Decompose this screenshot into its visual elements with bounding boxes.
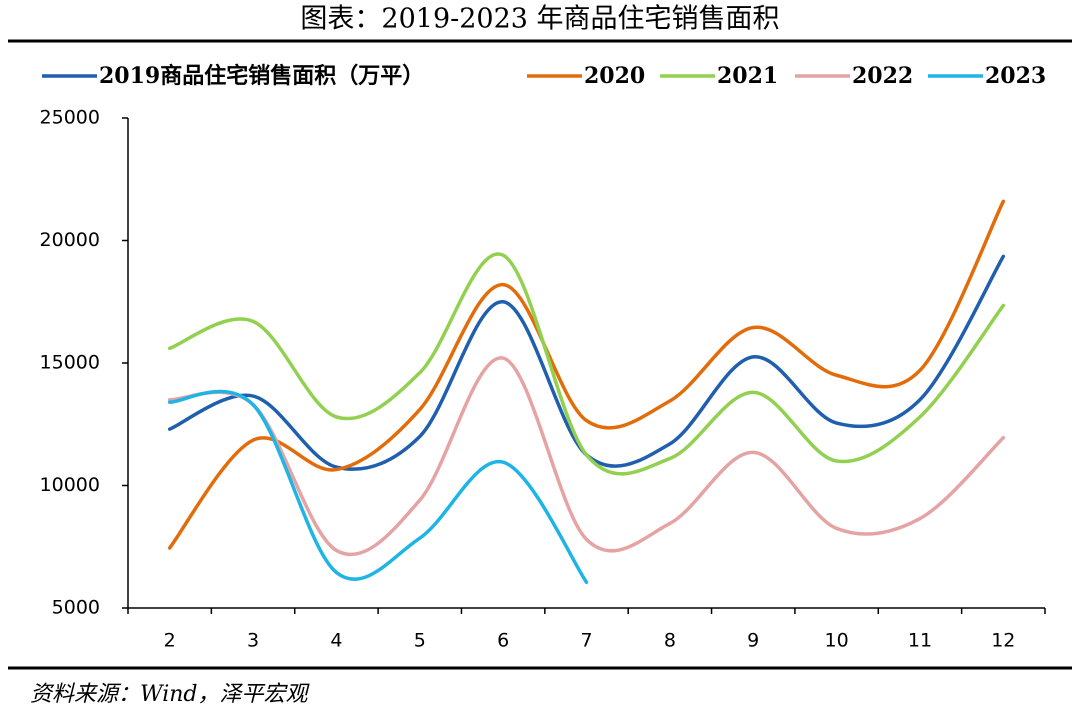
x-tick-label: 7	[580, 630, 592, 652]
x-tick-label: 2	[164, 630, 176, 652]
x-tick-label: 8	[664, 630, 676, 652]
y-tick-label: 5000	[52, 597, 100, 619]
series-line	[167, 356, 1006, 557]
x-tick-label: 11	[908, 630, 932, 652]
series-line	[167, 389, 589, 585]
series-line	[167, 252, 1006, 476]
series-line	[167, 199, 1006, 550]
legend-label: 2022	[852, 63, 913, 89]
y-tick-label: 20000	[40, 229, 100, 251]
x-tick-label: 4	[330, 630, 342, 652]
y-tick-label: 10000	[40, 474, 100, 496]
legend-label: 2021	[717, 63, 778, 89]
chart-title: 图表：2019-2023 年商品住宅销售面积	[300, 4, 779, 35]
x-tick-label: 5	[414, 630, 426, 652]
legend-label: 2023	[985, 63, 1046, 89]
source: 资料来源：Wind，泽平宏观	[30, 682, 311, 707]
legend-label: 2020	[584, 63, 645, 89]
x-tick-label: 3	[247, 630, 259, 652]
legend-label: 2019商品住宅销售面积（万平）	[99, 63, 424, 89]
x-tick-label: 10	[824, 630, 848, 652]
series-line	[167, 254, 1006, 471]
x-tick-label: 9	[747, 630, 759, 652]
x-tick-label: 12	[991, 630, 1015, 652]
y-tick-label: 25000	[40, 107, 100, 129]
x-tick-label: 6	[497, 630, 509, 652]
y-tick-label: 15000	[40, 352, 100, 374]
